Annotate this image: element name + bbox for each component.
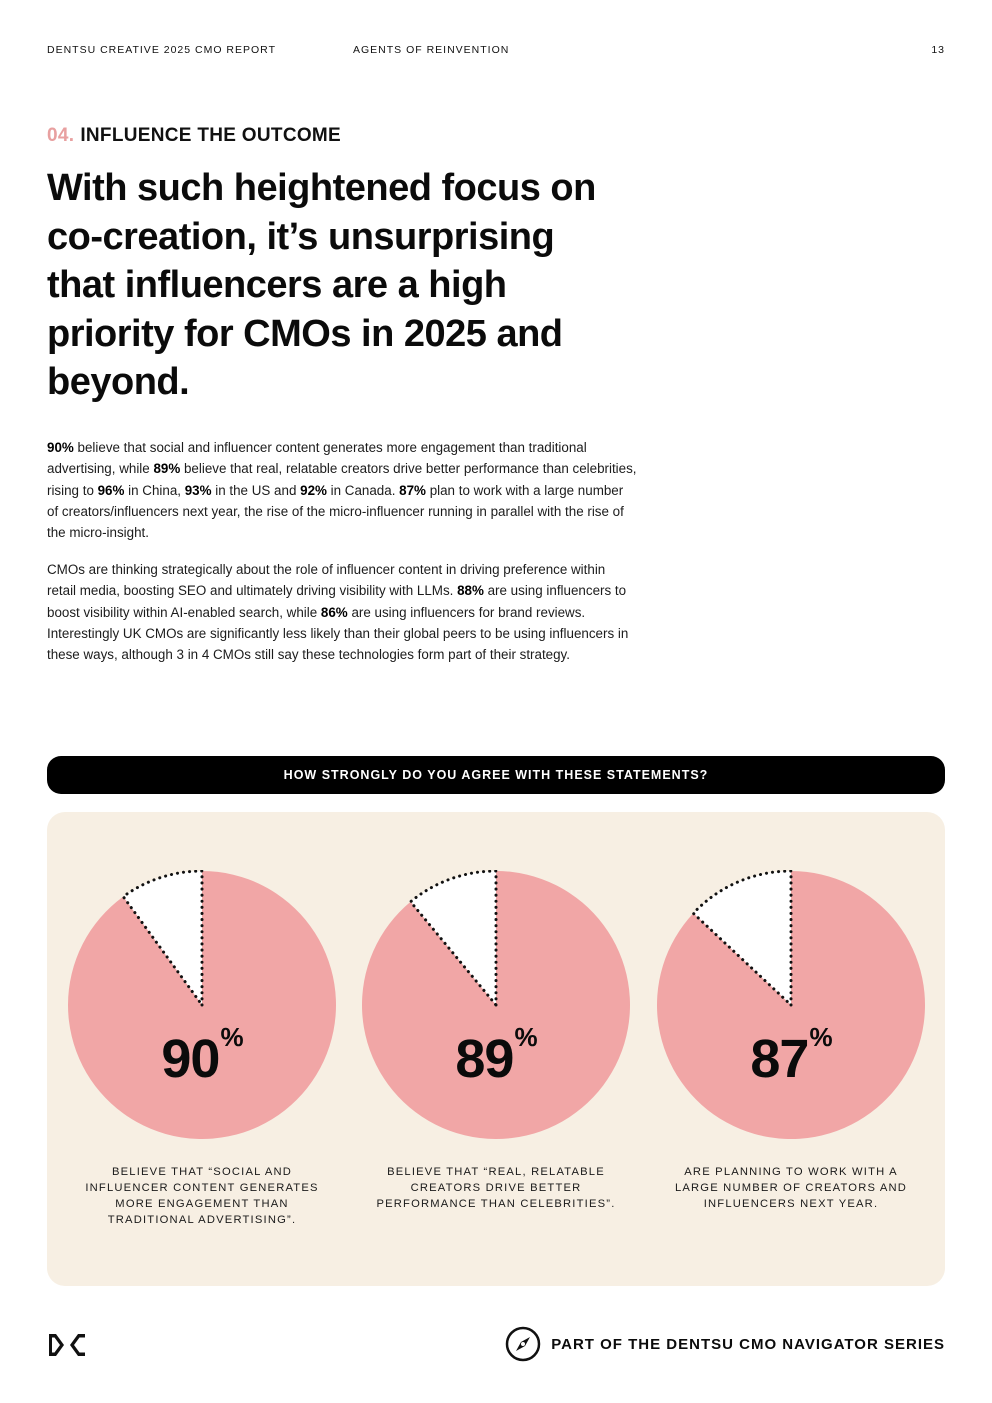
pie-value-label: 90% xyxy=(67,1024,337,1090)
pie-remainder-slice xyxy=(693,871,791,1005)
section-heading: 04. INFLUENCE THE OUTCOME xyxy=(47,125,341,147)
pie-remainder-outline xyxy=(691,870,793,1009)
highlight-stat: 86% xyxy=(320,604,348,620)
body-text-run: in China, xyxy=(124,482,185,498)
highlight-stat: 96% xyxy=(97,482,125,498)
pie-svg xyxy=(362,870,630,1139)
highlight-stat: 90% xyxy=(47,440,74,455)
body-text-run: CMOs are thinking strategically about th… xyxy=(47,562,606,599)
series-text: PART OF THE DENTSU CMO NAVIGATOR SERIES xyxy=(551,1335,945,1353)
pie-value-unit: % xyxy=(514,1022,537,1052)
header-report-title: DENTSU CREATIVE 2025 CMO REPORT xyxy=(47,44,276,56)
body-text-run: believe that real, relatable creators dr… xyxy=(47,461,637,498)
pie-value-number: 90 xyxy=(161,1029,220,1089)
pie-chart-3: 87% ARE PLANNING TO WORK WITH A LARGE NUM… xyxy=(656,812,926,1286)
highlight-stat: 88% xyxy=(457,583,484,599)
body-text-run: in the US and xyxy=(211,482,301,498)
body-text-run: in Canada. xyxy=(326,482,400,498)
highlight-stat: 93% xyxy=(184,482,212,498)
dentsu-dc-logo-icon xyxy=(47,1332,87,1363)
pie-chart-2: 89% BELIEVE THAT “REAL, RELATABLE CREATOR… xyxy=(361,812,631,1286)
pie-value-label: 87% xyxy=(656,1024,926,1090)
highlight-stat: 92% xyxy=(300,482,327,498)
pie-caption: ARE PLANNING TO WORK WITH A LARGE NUMBER… xyxy=(674,1166,908,1210)
page-number: 13 xyxy=(931,44,945,56)
pie-remainder-slice xyxy=(410,871,496,1005)
pie-value-unit: % xyxy=(809,1022,832,1052)
header-chapter-title: AGENTS OF REINVENTION xyxy=(353,44,510,56)
pie-value-label: 89% xyxy=(361,1024,631,1090)
pie-value-number: 87 xyxy=(750,1029,809,1089)
body-paragraph-1: 90% believe that social and influencer c… xyxy=(47,437,637,543)
highlight-stat: 87% xyxy=(399,482,426,498)
pie-svg xyxy=(67,870,336,1139)
section-title: INFLUENCE THE OUTCOME xyxy=(80,125,342,146)
series-footer: PART OF THE DENTSU CMO NAVIGATOR SERIES xyxy=(505,1326,945,1362)
pie-caption: BELIEVE THAT “SOCIAL AND INFLUENCER CONT… xyxy=(85,1166,319,1226)
highlight-stat: 89% xyxy=(153,461,181,477)
page-headline: With such heightened focus on co-creatio… xyxy=(47,167,596,403)
pie-chart-1: 90% BELIEVE THAT “SOCIAL AND INFLUENCER C… xyxy=(67,812,337,1286)
body-paragraph-2: CMOs are thinking strategically about th… xyxy=(47,559,637,665)
section-number: 04. xyxy=(47,125,75,146)
body-text-run: plan to work with a large number of crea… xyxy=(47,482,624,541)
pie-svg xyxy=(657,870,925,1139)
body-text-run: believe that social and influencer conte… xyxy=(47,440,587,477)
pie-value-unit: % xyxy=(220,1022,243,1052)
body-text-run: are using influencers to boost visibilit… xyxy=(47,583,627,620)
pie-caption: BELIEVE THAT “REAL, RELATABLE CREATORS D… xyxy=(376,1166,616,1210)
compass-icon xyxy=(506,1326,541,1362)
chart-panel: 90% BELIEVE THAT “SOCIAL AND INFLUENCER C… xyxy=(47,812,945,1286)
pie-remainder-outline xyxy=(121,870,204,1010)
question-banner: HOW STRONGLY DO YOU AGREE WITH THESE STA… xyxy=(47,756,945,794)
pie-remainder-slice xyxy=(123,871,202,1005)
pie-value-number: 89 xyxy=(455,1029,514,1089)
body-text-run: are using influencers for brand reviews.… xyxy=(47,604,629,663)
